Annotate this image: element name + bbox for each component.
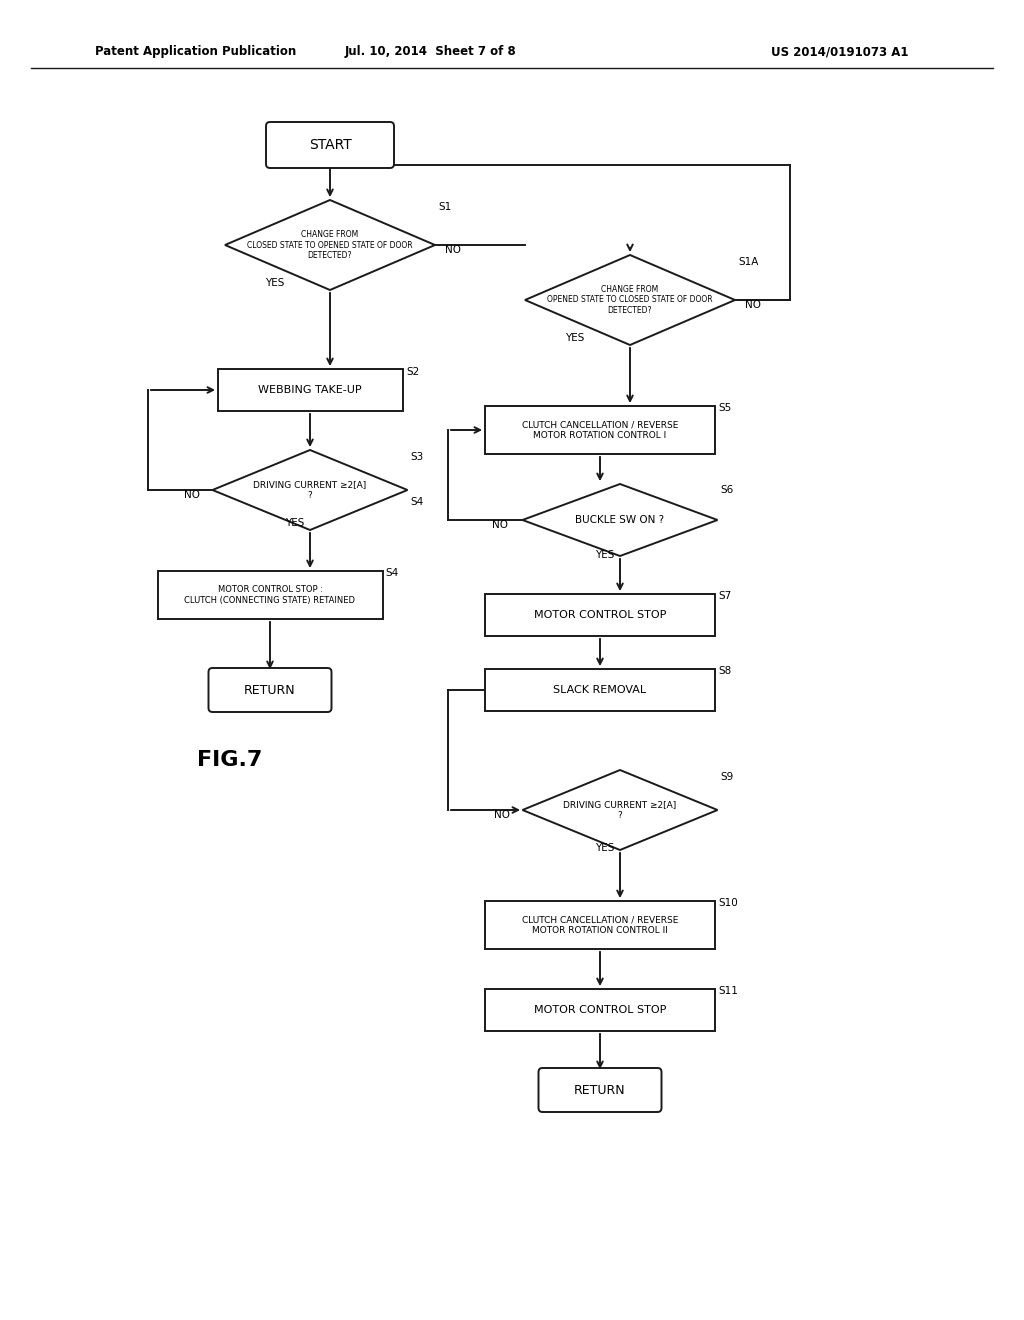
FancyBboxPatch shape [266,121,394,168]
Polygon shape [525,255,735,345]
Bar [217,370,402,411]
Text: CLUTCH CANCELLATION / REVERSE
MOTOR ROTATION CONTROL II: CLUTCH CANCELLATION / REVERSE MOTOR ROTA… [522,915,678,935]
Text: YES: YES [595,550,614,560]
Text: S1: S1 [438,202,452,213]
Text: YES: YES [565,333,585,343]
Text: NO: NO [445,246,461,255]
Text: S6: S6 [720,484,733,495]
Text: NO: NO [494,810,510,820]
Text: S4: S4 [410,498,423,507]
Text: CHANGE FROM
OPENED STATE TO CLOSED STATE OF DOOR
DETECTED?: CHANGE FROM OPENED STATE TO CLOSED STATE… [547,285,713,315]
Bar [158,572,383,619]
Text: MOTOR CONTROL STOP: MOTOR CONTROL STOP [534,1005,667,1015]
Text: NO: NO [745,300,761,310]
Text: S11: S11 [718,986,738,997]
Text: Jul. 10, 2014  Sheet 7 of 8: Jul. 10, 2014 Sheet 7 of 8 [344,45,516,58]
Text: DRIVING CURRENT ≥2[A]
?: DRIVING CURRENT ≥2[A] ? [563,800,677,820]
Text: Patent Application Publication: Patent Application Publication [95,45,296,58]
Text: S5: S5 [718,403,731,413]
FancyBboxPatch shape [539,1068,662,1111]
Bar [485,594,715,636]
Text: MOTOR CONTROL STOP :
CLUTCH (CONNECTING STATE) RETAINED: MOTOR CONTROL STOP : CLUTCH (CONNECTING … [184,585,355,605]
Text: RETURN: RETURN [574,1084,626,1097]
Text: S7: S7 [718,591,731,601]
Bar [485,669,715,711]
Text: NO: NO [492,520,508,531]
Text: S3: S3 [410,451,423,462]
Text: START: START [308,139,351,152]
Text: CHANGE FROM
CLOSED STATE TO OPENED STATE OF DOOR
DETECTED?: CHANGE FROM CLOSED STATE TO OPENED STATE… [247,230,413,260]
Text: CLUTCH CANCELLATION / REVERSE
MOTOR ROTATION CONTROL I: CLUTCH CANCELLATION / REVERSE MOTOR ROTA… [522,420,678,440]
Text: S4: S4 [385,568,398,578]
Polygon shape [522,770,718,850]
Text: S1A: S1A [738,257,759,267]
FancyBboxPatch shape [209,668,332,711]
Text: YES: YES [286,517,305,528]
Bar [485,902,715,949]
Text: SLACK REMOVAL: SLACK REMOVAL [553,685,646,696]
Text: S8: S8 [718,667,731,676]
Text: RETURN: RETURN [244,684,296,697]
Text: MOTOR CONTROL STOP: MOTOR CONTROL STOP [534,610,667,620]
Bar [485,989,715,1031]
Text: S2: S2 [406,367,419,378]
Text: BUCKLE SW ON ?: BUCKLE SW ON ? [575,515,665,525]
Polygon shape [225,201,435,290]
Polygon shape [522,484,718,556]
Text: S10: S10 [718,898,737,908]
Text: FIG.7: FIG.7 [198,750,263,770]
Text: DRIVING CURRENT ≥2[A]
?: DRIVING CURRENT ≥2[A] ? [253,480,367,500]
Bar [485,407,715,454]
Text: WEBBING TAKE-UP: WEBBING TAKE-UP [258,385,361,395]
Polygon shape [213,450,408,531]
Text: US 2014/0191073 A1: US 2014/0191073 A1 [771,45,908,58]
Text: YES: YES [265,279,285,288]
Text: YES: YES [595,843,614,853]
Text: NO: NO [184,490,200,500]
Text: S9: S9 [720,772,733,781]
